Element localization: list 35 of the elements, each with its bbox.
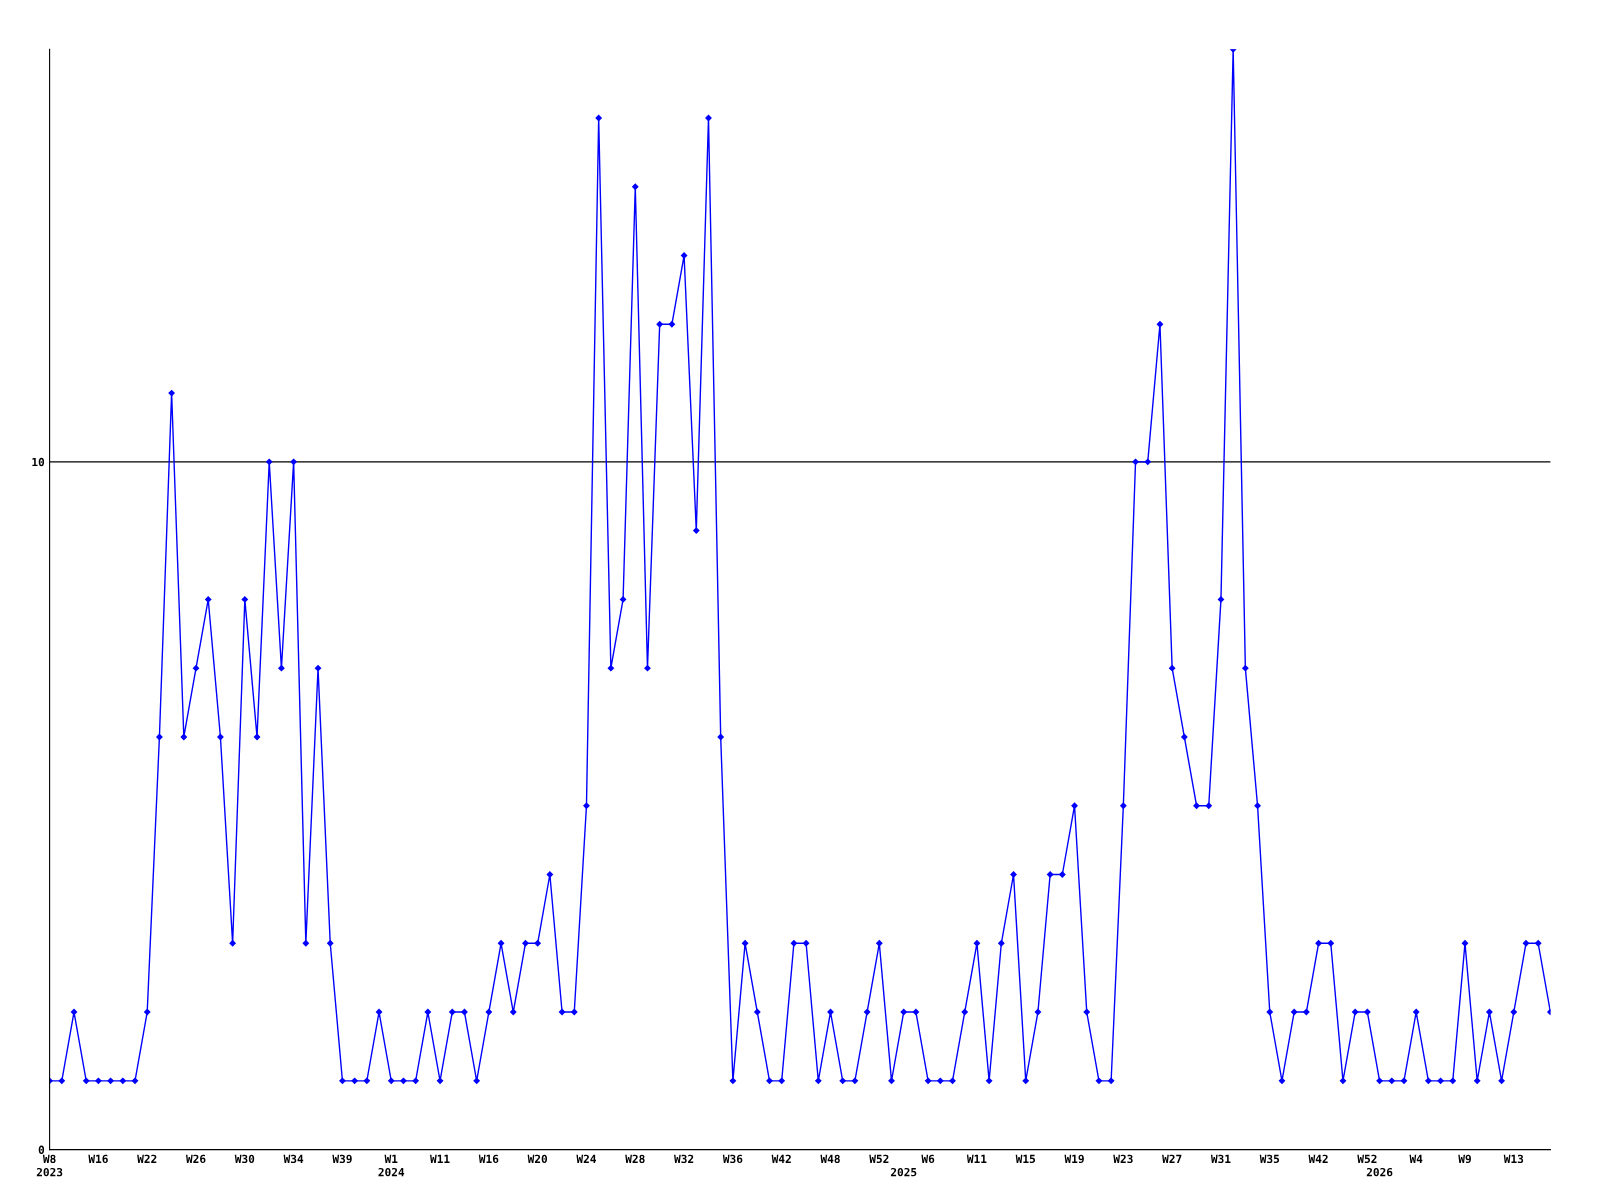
x-tick-label: W32	[674, 1154, 694, 1164]
x-tick-label: 2026	[1366, 1167, 1393, 1177]
y-tick-label: 0	[38, 1145, 45, 1154]
x-tick-label: W11	[966, 1154, 987, 1163]
x-tick-label: 2025	[890, 1167, 917, 1177]
x-tick-label: W16	[88, 1154, 108, 1164]
x-tick-label: W52	[869, 1154, 889, 1164]
x-tick-label: W27	[1162, 1154, 1182, 1163]
x-tick-label: W9	[1458, 1154, 1471, 1164]
x-tick-label: W6	[921, 1154, 935, 1164]
x-tick-label: W11	[430, 1154, 450, 1163]
x-tick-label: W1 2024	[378, 1154, 405, 1177]
x-tick-label: W19	[1064, 1154, 1084, 1164]
x-tick-label: W23	[1113, 1154, 1133, 1164]
x-tick-label: W8 2023	[36, 1154, 63, 1177]
x-tick-label: W42	[771, 1154, 791, 1163]
x-tick-label: W30	[234, 1154, 255, 1164]
x-tick-label: W31	[1210, 1154, 1231, 1164]
x-tick-label: W26	[185, 1154, 206, 1164]
x-tick-label: W28	[625, 1154, 645, 1164]
x-tick-label: W36	[722, 1154, 743, 1164]
x-tick-label: W20	[527, 1154, 548, 1164]
x-tick-label: W39	[332, 1154, 352, 1164]
x-tick-label: W48	[820, 1154, 840, 1164]
x-tick-label: W34	[283, 1154, 304, 1164]
x-tick-label: W15	[1015, 1154, 1036, 1164]
x-tick-label: W13	[1503, 1154, 1524, 1164]
x-tick-label: W35	[1259, 1154, 1280, 1164]
x-tick-label: W42	[1308, 1154, 1328, 1163]
x-tick-label: W22	[137, 1154, 157, 1163]
y-tick-label: 10	[32, 457, 45, 467]
x-tick-label: W4	[1409, 1154, 1423, 1163]
x-tick-label: W52	[1357, 1154, 1377, 1164]
x-tick-label: W24	[576, 1154, 597, 1163]
x-tick-label: W16	[478, 1154, 499, 1164]
